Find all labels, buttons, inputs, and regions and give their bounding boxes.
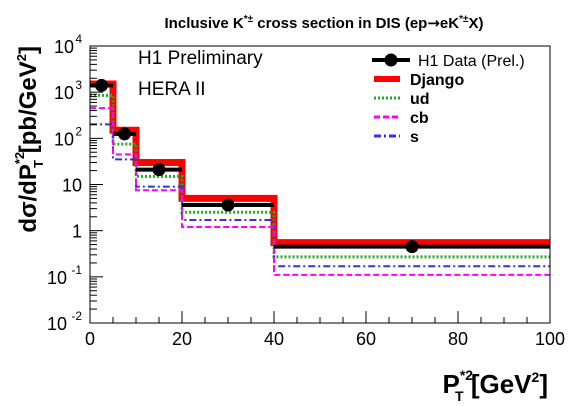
- y-tick-exponent: -1: [71, 263, 82, 277]
- x-tick-label: 60: [356, 329, 376, 349]
- title-mid: cross section in DIS (ep: [253, 15, 427, 32]
- x-tick-label: 80: [448, 329, 468, 349]
- chart-title: Inclusive K*± cross section in DIS (ep→e…: [165, 14, 484, 32]
- y-tick-label: 10: [54, 37, 74, 57]
- legend-entry-ud: ud: [374, 91, 430, 108]
- xlabel-unit-sup: 2: [532, 369, 540, 385]
- legend-entry-cb: cb: [374, 110, 429, 127]
- x-tick-label: 100: [535, 329, 565, 349]
- xlabel-main: P: [442, 369, 459, 399]
- legend-label: ud: [410, 91, 430, 108]
- y-tick-label: 10: [47, 314, 67, 334]
- title-post-sup: *±: [459, 14, 469, 25]
- xlabel-unit-close: ]: [539, 369, 548, 399]
- legend-label: H1 Data (Prel.): [418, 53, 525, 70]
- y-tick-exponent: 2: [75, 124, 82, 138]
- legend-label: cb: [410, 110, 429, 127]
- y-tick-label: 10: [62, 176, 82, 196]
- x-tick-label: 40: [264, 329, 284, 349]
- legend-swatch-marker: [384, 53, 398, 67]
- series-ud-line: [90, 93, 550, 259]
- ylabel-sub: T: [31, 160, 46, 168]
- legend-entry-h1-data-prel: H1 Data (Prel.): [372, 53, 525, 70]
- ylabel-sup: *2: [12, 152, 27, 164]
- data-point: [405, 240, 419, 254]
- title-arrow: →: [427, 14, 440, 32]
- legend: H1 Data (Prel.) Django ud cb s: [372, 53, 525, 146]
- title-post-a: eK: [440, 15, 459, 32]
- data-point: [221, 198, 235, 212]
- xlabel-sub: T: [455, 388, 464, 404]
- legend-label: s: [410, 129, 419, 146]
- plot-marks: [90, 78, 550, 276]
- y-tick-exponent: -2: [71, 309, 82, 323]
- y-tick-exponent: 4: [75, 32, 82, 46]
- xlabel-sup: *2: [460, 367, 473, 383]
- series-cb-line: [90, 107, 550, 276]
- data-point: [95, 78, 108, 92]
- ylabel-pre: dσ/dP: [15, 164, 42, 232]
- title-pre: Inclusive K: [165, 15, 244, 32]
- x-tick-label: 20: [172, 329, 192, 349]
- xlabel-unit-open: [GeV: [464, 369, 533, 399]
- data-point: [152, 163, 166, 177]
- annotation-h1-preliminary: H1 Preliminary: [138, 48, 263, 69]
- ylabel-unit-close: ]: [15, 46, 42, 54]
- ylabel-unit-sup: 2: [14, 54, 29, 61]
- y-axis-label: dσ/dP*2 T [pb/GeV2]: [12, 46, 46, 233]
- legend-entry-django: Django: [374, 72, 464, 89]
- ylabel-unit-open: [pb/GeV: [15, 61, 42, 160]
- x-axis-label: P*2 T [GeV2]: [442, 367, 548, 404]
- y-tick-label: 1: [72, 222, 82, 242]
- y-tick-label: 10: [54, 129, 74, 149]
- data-point: [118, 127, 131, 141]
- x-tick-label: 0: [85, 329, 95, 349]
- y-tick-label: 10: [54, 83, 74, 103]
- legend-entry-s: s: [374, 129, 419, 146]
- title-sup: *±: [244, 14, 254, 25]
- annotation-hera-ii: HERA II: [138, 79, 206, 100]
- y-tick-exponent: 3: [75, 78, 82, 92]
- title-post-b: X): [468, 15, 483, 32]
- y-tick-label: 10: [47, 268, 67, 288]
- legend-label: Django: [410, 72, 464, 89]
